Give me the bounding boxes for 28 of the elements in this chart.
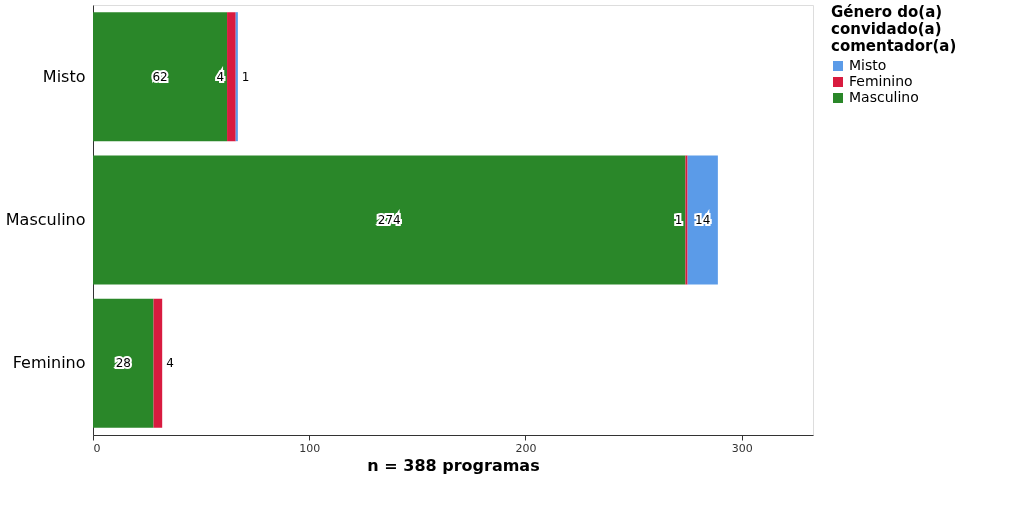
legend-label: Misto: [849, 57, 887, 73]
y-tick-label: Feminino: [12, 353, 86, 373]
data-label: 1: [241, 69, 250, 84]
bar: [153, 298, 163, 428]
data-label: 62: [152, 69, 168, 84]
bar: [93, 155, 686, 285]
data-label: 274: [377, 213, 401, 227]
bar: [93, 12, 228, 142]
data-label: 4: [216, 69, 225, 84]
data-label: 1: [674, 213, 683, 227]
x-tick-label: 200: [515, 441, 537, 455]
y-tick-label: Masculino: [5, 210, 86, 229]
bar: [235, 12, 238, 142]
data-label: 4: [166, 356, 174, 371]
y-tick-label: Misto: [42, 66, 86, 86]
bar: [93, 298, 154, 428]
data-label: 28: [115, 356, 131, 371]
bar: [685, 155, 688, 285]
bar: [687, 155, 718, 285]
legend-title: Género do(a) convidado(a) comentador(a): [831, 3, 957, 55]
x-tick-label: 0: [93, 441, 101, 455]
x-tick-label: 100: [299, 441, 321, 455]
legend-label: Masculino: [849, 89, 919, 105]
data-label: 14: [695, 213, 711, 227]
bar: [227, 12, 236, 142]
x-axis-title: n = 388 programas: [367, 455, 540, 475]
x-tick-label: 300: [731, 441, 753, 455]
legend-label: Feminino: [849, 73, 913, 89]
